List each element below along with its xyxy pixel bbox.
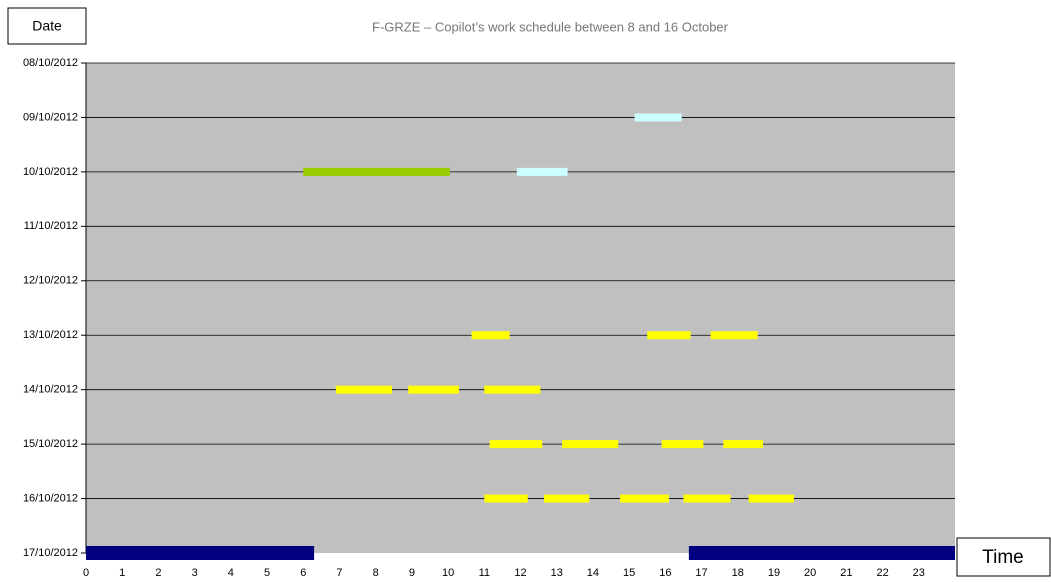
x-tick-label: 9 <box>409 567 415 579</box>
y-tick-label: 15/10/2012 <box>23 438 78 450</box>
schedule-bar <box>562 440 619 449</box>
x-tick-label: 5 <box>264 567 270 579</box>
y-tick-label: 10/10/2012 <box>23 166 78 178</box>
x-tick-label: 19 <box>768 567 780 579</box>
schedule-bar <box>86 546 315 560</box>
schedule-bar <box>683 494 731 503</box>
chart-title: F-GRZE – Copilot’s work schedule between… <box>372 19 729 34</box>
schedule-bar <box>544 494 590 503</box>
x-tick-label: 22 <box>876 567 888 579</box>
x-tick-label: 18 <box>732 567 744 579</box>
schedule-bar <box>335 385 392 394</box>
y-label-box <box>7 7 87 45</box>
y-tick-label: 11/10/2012 <box>24 220 78 232</box>
x-tick-label: 6 <box>300 567 306 579</box>
x-tick-label: 3 <box>192 567 198 579</box>
x-tick-label: 7 <box>336 567 342 579</box>
x-tick-label: 11 <box>479 567 490 579</box>
x-tick-label: 15 <box>623 567 635 579</box>
schedule-bar <box>484 385 541 394</box>
y-tick-label: 12/10/2012 <box>23 275 78 287</box>
y-tick-label: 09/10/2012 <box>23 111 78 123</box>
y-tick-label: 16/10/2012 <box>23 492 78 504</box>
schedule-bar <box>471 331 510 340</box>
x-tick-label: 8 <box>373 567 379 579</box>
schedule-bar <box>516 167 568 176</box>
x-tick-label: 0 <box>83 567 89 579</box>
y-tick-label: 13/10/2012 <box>23 329 78 341</box>
schedule-bar <box>408 385 459 394</box>
x-label-box <box>956 537 1051 577</box>
y-tick-label: 08/10/2012 <box>23 57 78 69</box>
schedule-bar <box>647 331 691 340</box>
schedule-bar <box>484 494 528 503</box>
y-axis-label: Date <box>32 18 62 34</box>
schedule-bar <box>710 331 758 340</box>
x-tick-label: 12 <box>514 567 526 579</box>
x-axis-label: Time <box>982 547 1024 568</box>
schedule-bar <box>723 440 764 449</box>
x-tick-label: 1 <box>119 567 125 579</box>
schedule-bar <box>489 440 543 449</box>
x-tick-label: 13 <box>551 567 563 579</box>
x-tick-label: 4 <box>228 567 234 579</box>
x-tick-label: 14 <box>587 567 599 579</box>
schedule-bar <box>748 494 794 503</box>
x-tick-label: 10 <box>442 567 454 579</box>
x-tick-label: 2 <box>155 567 161 579</box>
y-tick-label: 17/10/2012 <box>23 547 78 559</box>
x-tick-label: 16 <box>659 567 671 579</box>
schedule-bar <box>634 113 682 122</box>
x-tick-label: 17 <box>695 567 707 579</box>
schedule-bar <box>620 494 669 503</box>
schedule-bar <box>661 440 704 449</box>
schedule-bar <box>303 167 450 176</box>
x-tick-label: 20 <box>804 567 816 579</box>
plot-area <box>86 63 955 553</box>
y-tick-label: 14/10/2012 <box>23 384 78 396</box>
schedule-bar <box>688 546 955 560</box>
x-tick-label: 23 <box>913 567 925 579</box>
x-tick-label: 21 <box>840 567 852 579</box>
